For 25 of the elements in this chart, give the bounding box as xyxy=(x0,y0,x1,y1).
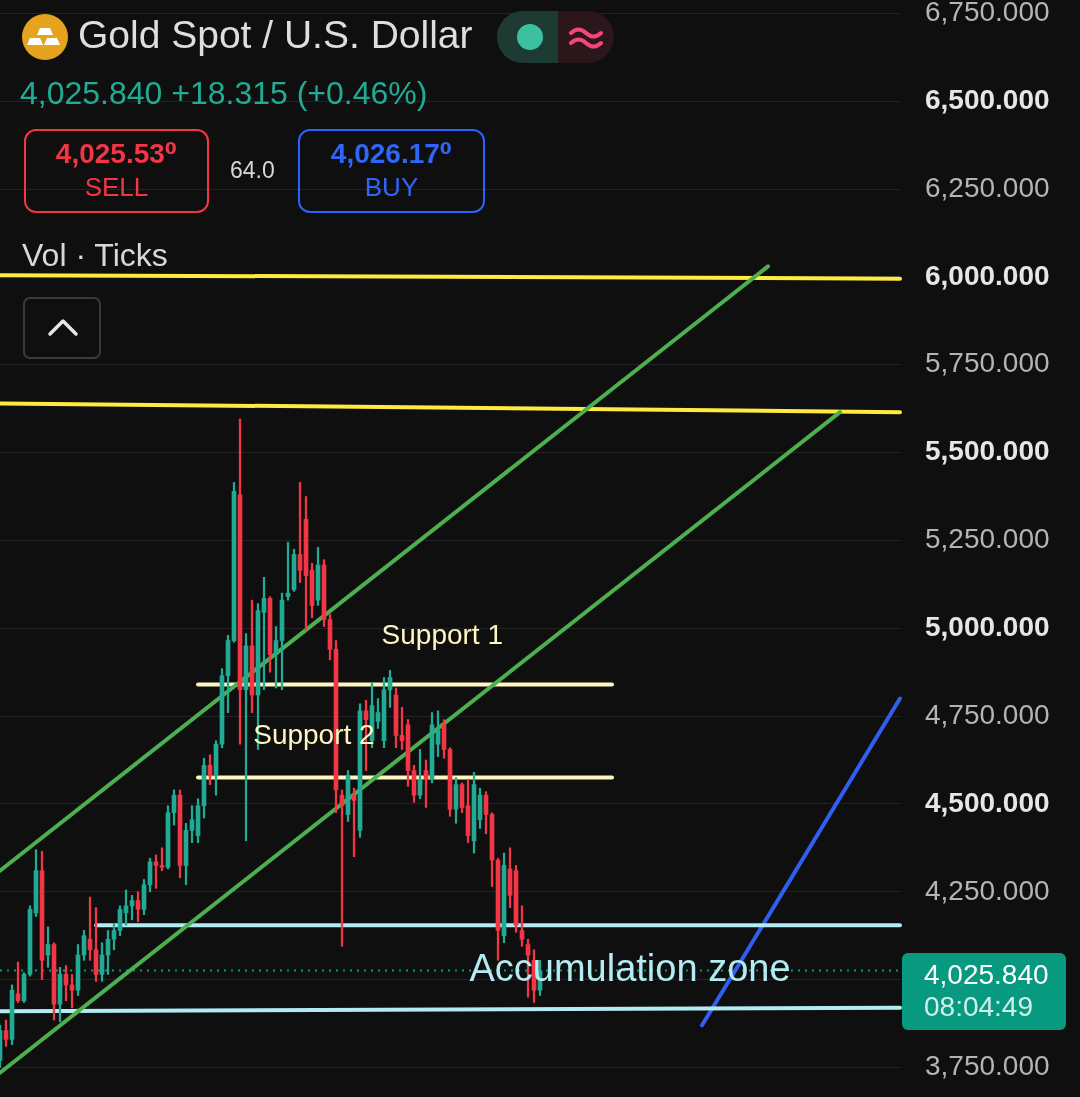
annotation: BUY xyxy=(363,171,420,203)
price-tag: 4,025.840 08:04:49 xyxy=(902,952,1066,1030)
series-label: Support 1 xyxy=(381,619,503,651)
y-tick-label: 6,750.000 xyxy=(925,0,1050,28)
y-tick-label: 5,000.000 xyxy=(925,610,1050,642)
text: 4,025.840 +18.315 (+0.46%) xyxy=(20,74,428,112)
y-tick-label: 5,500.000 xyxy=(925,435,1050,467)
annotation: 4,026.17⁰ xyxy=(329,137,454,171)
annotation: Vol · Ticks xyxy=(22,236,168,274)
y-tick-label: 3,750.000 xyxy=(925,1050,1050,1082)
y-tick-label: 5,250.000 xyxy=(925,523,1050,555)
chart-title: Gold Spot / U.S. Dollar xyxy=(78,12,473,58)
y-tick-label: 4,750.000 xyxy=(925,698,1050,730)
buy-button: 4,026.17⁰ BUY xyxy=(298,129,485,213)
y-tick-label: 4,500.000 xyxy=(925,786,1050,818)
y-tick-label: 6,250.000 xyxy=(925,171,1050,203)
ref-line-label: 4,025.840 xyxy=(923,958,1050,991)
annotation: 4,025.53⁰ xyxy=(54,137,179,171)
annotation: SELL xyxy=(83,171,150,203)
y-tick-label: 6,000.000 xyxy=(925,259,1050,291)
sell-button: 4,025.53⁰ SELL xyxy=(24,129,209,213)
y-tick-label: 6,500.000 xyxy=(925,83,1050,115)
annotation: 64.0 xyxy=(230,156,275,184)
y-tick-label: 5,750.000 xyxy=(925,347,1050,379)
y-tick-label: 4,250.000 xyxy=(925,874,1050,906)
